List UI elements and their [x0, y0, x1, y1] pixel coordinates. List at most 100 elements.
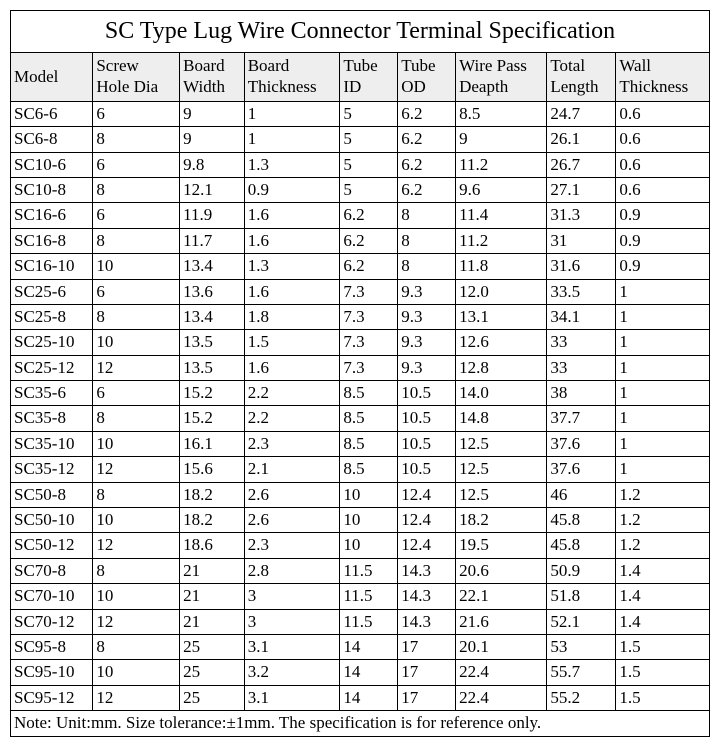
cell: 3	[244, 584, 340, 609]
cell: 1	[616, 304, 710, 329]
cell: 5	[340, 177, 398, 202]
table-row: SC95-88253.1141720.1531.5	[11, 635, 710, 660]
cell: 26.1	[547, 127, 616, 152]
cell: 2.2	[244, 381, 340, 406]
cell: 8.5	[340, 406, 398, 431]
cell: 6.2	[398, 127, 456, 152]
cell: 6.2	[398, 101, 456, 126]
cell: 31	[547, 228, 616, 253]
cell: 10	[93, 584, 180, 609]
cell: 1.6	[244, 228, 340, 253]
cell: 3.2	[244, 660, 340, 685]
cell: 22.4	[456, 685, 547, 710]
cell: SC25-12	[11, 355, 93, 380]
cell: 6.2	[340, 228, 398, 253]
cell: 31.3	[547, 203, 616, 228]
table-row: SC35-121215.62.18.510.512.537.61	[11, 457, 710, 482]
cell: SC70-12	[11, 609, 93, 634]
cell: 8	[93, 127, 180, 152]
cell: 14.0	[456, 381, 547, 406]
cell: 2.8	[244, 558, 340, 583]
cell: 11.5	[340, 584, 398, 609]
cell: 1	[244, 127, 340, 152]
table-row: SC50-121218.62.31012.419.545.81.2	[11, 533, 710, 558]
cell: 12.4	[398, 508, 456, 533]
table-row: SC16-6611.91.66.2811.431.30.9	[11, 203, 710, 228]
cell: SC50-10	[11, 508, 93, 533]
cell: 10.5	[398, 381, 456, 406]
cell: 11.5	[340, 558, 398, 583]
col-header-5: TubeOD	[398, 52, 456, 101]
cell: 1	[616, 330, 710, 355]
cell: 2.1	[244, 457, 340, 482]
cell: 12.0	[456, 279, 547, 304]
cell: 12.5	[456, 431, 547, 456]
cell: 6.2	[340, 203, 398, 228]
table-row: SC25-101013.51.57.39.312.6331	[11, 330, 710, 355]
cell: SC6-6	[11, 101, 93, 126]
cell: 25	[180, 635, 245, 660]
cell: 19.5	[456, 533, 547, 558]
cell: 6.2	[398, 152, 456, 177]
cell: 13.5	[180, 330, 245, 355]
cell: 25	[180, 660, 245, 685]
col-header-0: Model	[11, 52, 93, 101]
cell: 8.5	[456, 101, 547, 126]
col-header-7: TotalLength	[547, 52, 616, 101]
cell: 0.9	[244, 177, 340, 202]
note: Note: Unit:mm. Size tolerance:±1mm. The …	[11, 711, 710, 736]
cell: 1.5	[244, 330, 340, 355]
cell: 0.9	[616, 254, 710, 279]
cell: 15.2	[180, 406, 245, 431]
cell: 18.6	[180, 533, 245, 558]
cell: SC35-12	[11, 457, 93, 482]
cell: 14.3	[398, 584, 456, 609]
cell: 9.3	[398, 355, 456, 380]
cell: SC50-8	[11, 482, 93, 507]
cell: 12	[93, 609, 180, 634]
cell: 17	[398, 635, 456, 660]
cell: 45.8	[547, 533, 616, 558]
cell: 1	[616, 381, 710, 406]
col-header-4: TubeID	[340, 52, 398, 101]
cell: 1	[616, 355, 710, 380]
cell: 22.4	[456, 660, 547, 685]
cell: 6.2	[340, 254, 398, 279]
cell: 8	[93, 558, 180, 583]
cell: 37.7	[547, 406, 616, 431]
title-row: SC Type Lug Wire Connector Terminal Spec…	[11, 11, 710, 53]
cell: SC70-8	[11, 558, 93, 583]
col-header-3: BoardThickness	[244, 52, 340, 101]
cell: 15.6	[180, 457, 245, 482]
cell: 21	[180, 584, 245, 609]
cell: 18.2	[180, 482, 245, 507]
cell: 2.6	[244, 482, 340, 507]
table-row: SC25-8813.41.87.39.313.134.11	[11, 304, 710, 329]
table-title: SC Type Lug Wire Connector Terminal Spec…	[11, 11, 710, 53]
cell: 5	[340, 127, 398, 152]
cell: 7.3	[340, 304, 398, 329]
cell: 8.5	[340, 457, 398, 482]
cell: 18.2	[180, 508, 245, 533]
cell: 1	[616, 457, 710, 482]
cell: 12.4	[398, 482, 456, 507]
cell: 0.9	[616, 203, 710, 228]
cell: 1.2	[616, 482, 710, 507]
cell: 2.6	[244, 508, 340, 533]
table-row: SC35-8815.22.28.510.514.837.71	[11, 406, 710, 431]
cell: 6	[93, 152, 180, 177]
cell: 13.4	[180, 254, 245, 279]
col-header-1: ScrewHole Dia	[93, 52, 180, 101]
cell: 9	[180, 127, 245, 152]
cell: 10.5	[398, 431, 456, 456]
cell: 12.6	[456, 330, 547, 355]
cell: 12	[93, 457, 180, 482]
cell: 8	[93, 177, 180, 202]
spec-table: SC Type Lug Wire Connector Terminal Spec…	[10, 10, 710, 737]
cell: 31.6	[547, 254, 616, 279]
cell: 11.5	[340, 609, 398, 634]
cell: 6	[93, 381, 180, 406]
cell: 1.6	[244, 279, 340, 304]
cell: 1.3	[244, 254, 340, 279]
cell: 8	[398, 203, 456, 228]
